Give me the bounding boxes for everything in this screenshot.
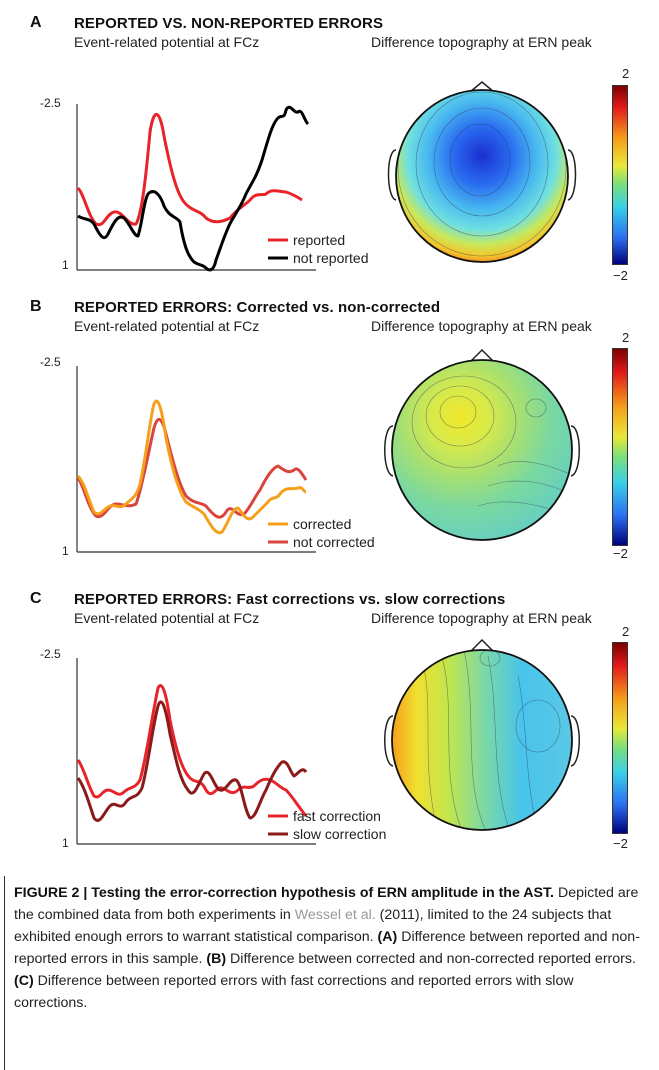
- right-ear-icon: [570, 425, 580, 477]
- colorbar-max-label: 2: [622, 330, 630, 345]
- erp-trace-slow-correction: [76, 700, 308, 822]
- panel-b: B REPORTED ERRORS: Corrected vs. non-cor…: [0, 298, 659, 588]
- legend-label-fast-correction: fast correction: [293, 808, 381, 824]
- panel-label: C: [30, 590, 42, 607]
- y-tick-bottom: 1: [62, 258, 69, 272]
- topo-subtitle: Difference topography at ERN peak: [371, 34, 592, 50]
- colorbar: [612, 642, 628, 834]
- caption-figure-label: FIGURE 2 | Testing the error-correction …: [14, 885, 555, 901]
- y-tick-top: -2.5: [40, 96, 61, 110]
- legend-label-not-corrected: not corrected: [293, 534, 375, 550]
- panel-label: B: [30, 298, 42, 315]
- caption-reference-link[interactable]: Wessel et al.: [294, 907, 376, 923]
- y-tick-bottom: 1: [62, 544, 69, 558]
- topography-head: [384, 348, 580, 541]
- erp-trace-reported: [76, 113, 303, 227]
- scalp-map: [392, 650, 572, 830]
- y-tick-top: -2.5: [40, 355, 61, 369]
- erp-plot: [76, 658, 316, 845]
- nose-icon: [469, 638, 495, 653]
- legend-label-not-reported: not reported: [293, 250, 369, 266]
- erp-trace-corrected: [76, 399, 307, 535]
- caption-text-1: Depicted are the combined data from both…: [14, 885, 639, 923]
- panel-title: REPORTED ERRORS: Fast corrections vs. sl…: [74, 591, 506, 608]
- right-ear-icon: [570, 715, 580, 767]
- erp-subtitle: Event-related potential at FCz: [74, 610, 260, 626]
- legend-label-corrected: corrected: [293, 516, 351, 532]
- panel-title: REPORTED ERRORS: Corrected vs. non-corre…: [74, 299, 441, 316]
- left-ear-icon: [384, 425, 394, 477]
- caption-text: FIGURE 2 | Testing the error-correction …: [14, 882, 650, 1014]
- colorbar: [612, 85, 628, 265]
- caption-b-label: (B): [206, 951, 227, 967]
- y-tick-bottom: 1: [62, 836, 69, 850]
- colorbar-min-label: −2: [613, 836, 628, 851]
- legend: reported not reported: [268, 232, 369, 266]
- caption-b-text: Difference between corrected and non-cor…: [226, 951, 636, 967]
- caption-a-label: (A): [377, 929, 398, 945]
- topo-subtitle: Difference topography at ERN peak: [371, 318, 592, 334]
- topo-subtitle: Difference topography at ERN peak: [371, 610, 592, 626]
- panel-c: C REPORTED ERRORS: Fast corrections vs. …: [0, 590, 659, 880]
- nose-icon: [469, 81, 495, 93]
- legend-label-slow-correction: slow correction: [293, 826, 386, 842]
- erp-subtitle: Event-related potential at FCz: [74, 34, 260, 50]
- scalp-map: [392, 360, 572, 540]
- topography-head: [384, 638, 580, 831]
- figure-caption: FIGURE 2 | Testing the error-correction …: [0, 868, 659, 1070]
- nose-icon: [469, 348, 495, 363]
- erp-plot: [76, 104, 316, 272]
- colorbar-min-label: −2: [613, 268, 628, 283]
- legend-label-reported: reported: [293, 232, 345, 248]
- erp-plot: [76, 366, 316, 553]
- caption-rule: [4, 876, 5, 1070]
- colorbar-min-label: −2: [613, 546, 628, 561]
- caption-a-text: Difference between reported and non-repo…: [14, 929, 640, 967]
- topography-head: [387, 81, 577, 263]
- colorbar-max-label: 2: [622, 624, 630, 639]
- panel-label: A: [30, 14, 42, 31]
- colorbar: [612, 348, 628, 546]
- erp-trace-not-corrected: [76, 418, 308, 519]
- right-ear-icon: [567, 149, 577, 201]
- erp-trace-not-reported: [77, 105, 310, 272]
- panel-title: REPORTED VS. NON-REPORTED ERRORS: [74, 15, 384, 32]
- legend: fast correction slow correction: [268, 808, 386, 842]
- caption-c-label: (C): [14, 973, 34, 989]
- erp-subtitle: Event-related potential at FCz: [74, 318, 260, 334]
- colorbar-max-label: 2: [622, 66, 630, 81]
- left-ear-icon: [384, 715, 394, 767]
- left-ear-icon: [387, 149, 397, 201]
- panel-a: A REPORTED VS. NON-REPORTED ERRORS Event…: [0, 14, 659, 304]
- erp-trace-fast-correction: [76, 684, 308, 817]
- legend: corrected not corrected: [268, 516, 375, 550]
- y-tick-top: -2.5: [40, 647, 61, 661]
- caption-text-2: (2011), limited to the 24 subjects that …: [14, 907, 612, 945]
- caption-c-text: Difference between reported errors with …: [14, 973, 574, 1011]
